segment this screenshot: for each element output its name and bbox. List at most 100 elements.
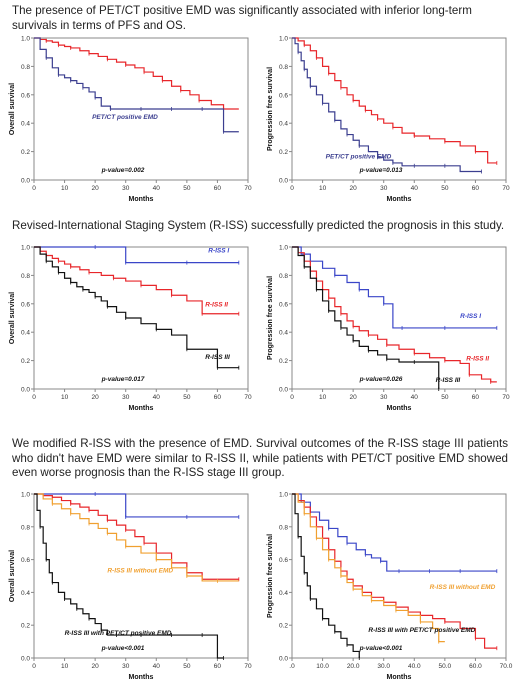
x-tick-label: 70 — [244, 185, 252, 192]
plot-frame — [33, 246, 249, 390]
chart-svg: 0.0 0.2 0.4 0.6 0.8 1.0 0 10 20 30 40 50 60 70 Months O… — [9, 245, 252, 413]
section-2-text: Revised-International Staging System (R-… — [12, 219, 505, 232]
y-tick-label: 1.0 — [279, 492, 288, 499]
x-tick-label: 10 — [61, 185, 69, 192]
series-line-black — [34, 246, 239, 369]
curve-label-r-iss-iii: R-ISS III — [205, 354, 230, 361]
series-line-red — [34, 246, 239, 315]
y-tick-label: 0.0 — [21, 656, 30, 663]
plot-frame — [33, 37, 249, 181]
x-tick-label: 40 — [153, 663, 161, 670]
x-tick-label: 30.0 — [377, 663, 390, 670]
x-tick-label: 10 — [61, 663, 69, 670]
x-tick-label: 50 — [441, 394, 449, 401]
x-axis-label: Months — [129, 405, 154, 412]
chart-svg: 0.0 0.2 0.4 0.6 0.8 1.0 0 10 20 30 40 50 60 70 Months P… — [267, 36, 510, 204]
os-modified-riss-chart: 0.0 0.2 0.4 0.6 0.8 1.0 0 10 20 30 40 50 60 70 Months O… — [6, 488, 256, 688]
y-tick-label: 0.6 — [279, 301, 288, 308]
y-tick-label: 0.6 — [279, 92, 288, 99]
y-tick-label: 0.8 — [21, 64, 30, 71]
x-tick-label: 0 — [290, 394, 294, 401]
y-tick-label: 0.4 — [279, 121, 288, 128]
plot-frame — [33, 493, 249, 659]
y-tick-label: 1.0 — [279, 245, 288, 252]
x-tick-label: 40 — [153, 394, 161, 401]
x-tick-label: 10 — [61, 394, 69, 401]
y-axis-label: Progression free survival — [267, 67, 274, 151]
y-tick-label: 0.6 — [21, 92, 30, 99]
y-tick-label: 0.0 — [279, 178, 288, 185]
x-axis-label: Months — [387, 674, 412, 681]
section-3-text: We modified R-ISS with the presence of E… — [12, 437, 508, 479]
x-tick-label: 70 — [502, 185, 510, 192]
series-line-navy — [292, 37, 482, 173]
chart-svg: 0.0 0.2 0.4 0.6 0.8 1.0 0 10 20 30 40 50 60 70 Months O… — [9, 492, 252, 682]
x-tick-label: 30 — [380, 185, 388, 192]
x-tick-label: 30 — [380, 394, 388, 401]
y-tick-label: 0.4 — [21, 330, 30, 337]
x-tick-label: 10 — [319, 394, 327, 401]
series-line-red — [292, 246, 497, 383]
x-tick-label: 0 — [32, 663, 36, 670]
curve-label-r-iss-ii: R-ISS II — [205, 302, 228, 309]
x-tick-label: 0 — [32, 394, 36, 401]
plot-frame — [291, 493, 507, 659]
x-axis-label: Months — [387, 196, 412, 203]
section-1-text: The presence of PET/CT positive EMD was … — [12, 4, 472, 32]
y-axis-label: Progression free survival — [267, 276, 274, 360]
curve-label-r-iss-iii-with-pet-ct-positive-emd: R-ISS III with PET/CT positive EMD — [368, 627, 475, 634]
y-tick-label: 1.0 — [279, 36, 288, 43]
x-tick-label: 60.0 — [469, 663, 482, 670]
x-tick-label: 50 — [183, 185, 191, 192]
y-axis-label: Progression free survival — [267, 534, 274, 618]
x-tick-label: 20 — [350, 394, 358, 401]
y-tick-label: 0.8 — [279, 273, 288, 280]
x-tick-label: 50 — [183, 663, 191, 670]
x-tick-label: 20 — [350, 185, 358, 192]
y-tick-label: 1.0 — [21, 245, 30, 252]
plot-frame — [291, 37, 507, 181]
x-tick-label: 70 — [244, 394, 252, 401]
y-tick-label: 1.0 — [21, 492, 30, 499]
chart-svg: 0.0 0.2 0.4 0.6 0.8 1.0 0 10 20 30 40 50 60 70 Months O… — [9, 36, 252, 204]
curve-label-r-iss-i: R-ISS I — [208, 248, 229, 255]
pfs-riss-chart: 0.0 0.2 0.4 0.6 0.8 1.0 0 10 20 30 40 50 60 70 Months P… — [264, 241, 514, 419]
y-tick-label: 0.2 — [279, 623, 288, 630]
os-emd-chart: 0.0 0.2 0.4 0.6 0.8 1.0 0 10 20 30 40 50 60 70 Months O… — [6, 32, 256, 210]
x-tick-label: 50 — [441, 185, 449, 192]
x-tick-label: 20 — [92, 394, 100, 401]
os-riss-chart: 0.0 0.2 0.4 0.6 0.8 1.0 0 10 20 30 40 50 60 70 Months O… — [6, 241, 256, 419]
y-tick-label: 0.4 — [21, 590, 30, 597]
y-tick-label: 0.8 — [21, 524, 30, 531]
series-line-navy — [34, 37, 239, 133]
x-tick-label: 60 — [472, 394, 480, 401]
y-tick-label: 0.0 — [279, 387, 288, 394]
p-value-label: p-value=0.026 — [359, 376, 403, 383]
curve-label-r-iss-ii: R-ISS II — [466, 356, 489, 363]
x-tick-label: 60 — [472, 185, 480, 192]
x-tick-label: 70 — [502, 394, 510, 401]
pfs-emd-chart: 0.0 0.2 0.4 0.6 0.8 1.0 0 10 20 30 40 50 60 70 Months P… — [264, 32, 514, 210]
y-tick-label: 0.6 — [21, 557, 30, 564]
x-axis-label: Months — [129, 674, 154, 681]
curve-label-r-iss-i: R-ISS I — [460, 313, 481, 320]
series-line-blue — [34, 246, 239, 264]
y-tick-label: 0.2 — [21, 623, 30, 630]
y-tick-label: 0.6 — [21, 301, 30, 308]
curve-label-r-iss-iii: R-ISS III — [436, 377, 461, 384]
x-tick-label: 70.0 — [500, 663, 513, 670]
y-tick-label: 0.0 — [21, 178, 30, 185]
series-line-blue — [292, 493, 497, 572]
y-tick-label: 0.2 — [21, 149, 30, 156]
y-tick-label: 1.0 — [21, 36, 30, 43]
x-tick-label: 60 — [214, 185, 222, 192]
y-axis-label: Overall survival — [9, 292, 16, 344]
x-tick-label: 40.0 — [408, 663, 421, 670]
chart-svg: 0.0 0.2 0.4 0.6 0.8 1.0 0 10 20 30 40 50 60 70 Months P… — [267, 245, 510, 413]
x-tick-label: 30 — [122, 185, 130, 192]
curve-label-pet-ct-positive-emd: PET/CT positive EMD — [326, 154, 392, 161]
y-tick-label: 0.4 — [279, 590, 288, 597]
series-line-black — [292, 493, 360, 658]
curve-label-r-iss-iii-without-emd: R-ISS III without EMD — [430, 584, 496, 591]
pfs-modified-riss-chart: 0.0 0.2 0.4 0.6 0.8 1.0 .0 10.0 20.0 30.0 40.0 50.0… — [264, 488, 514, 688]
